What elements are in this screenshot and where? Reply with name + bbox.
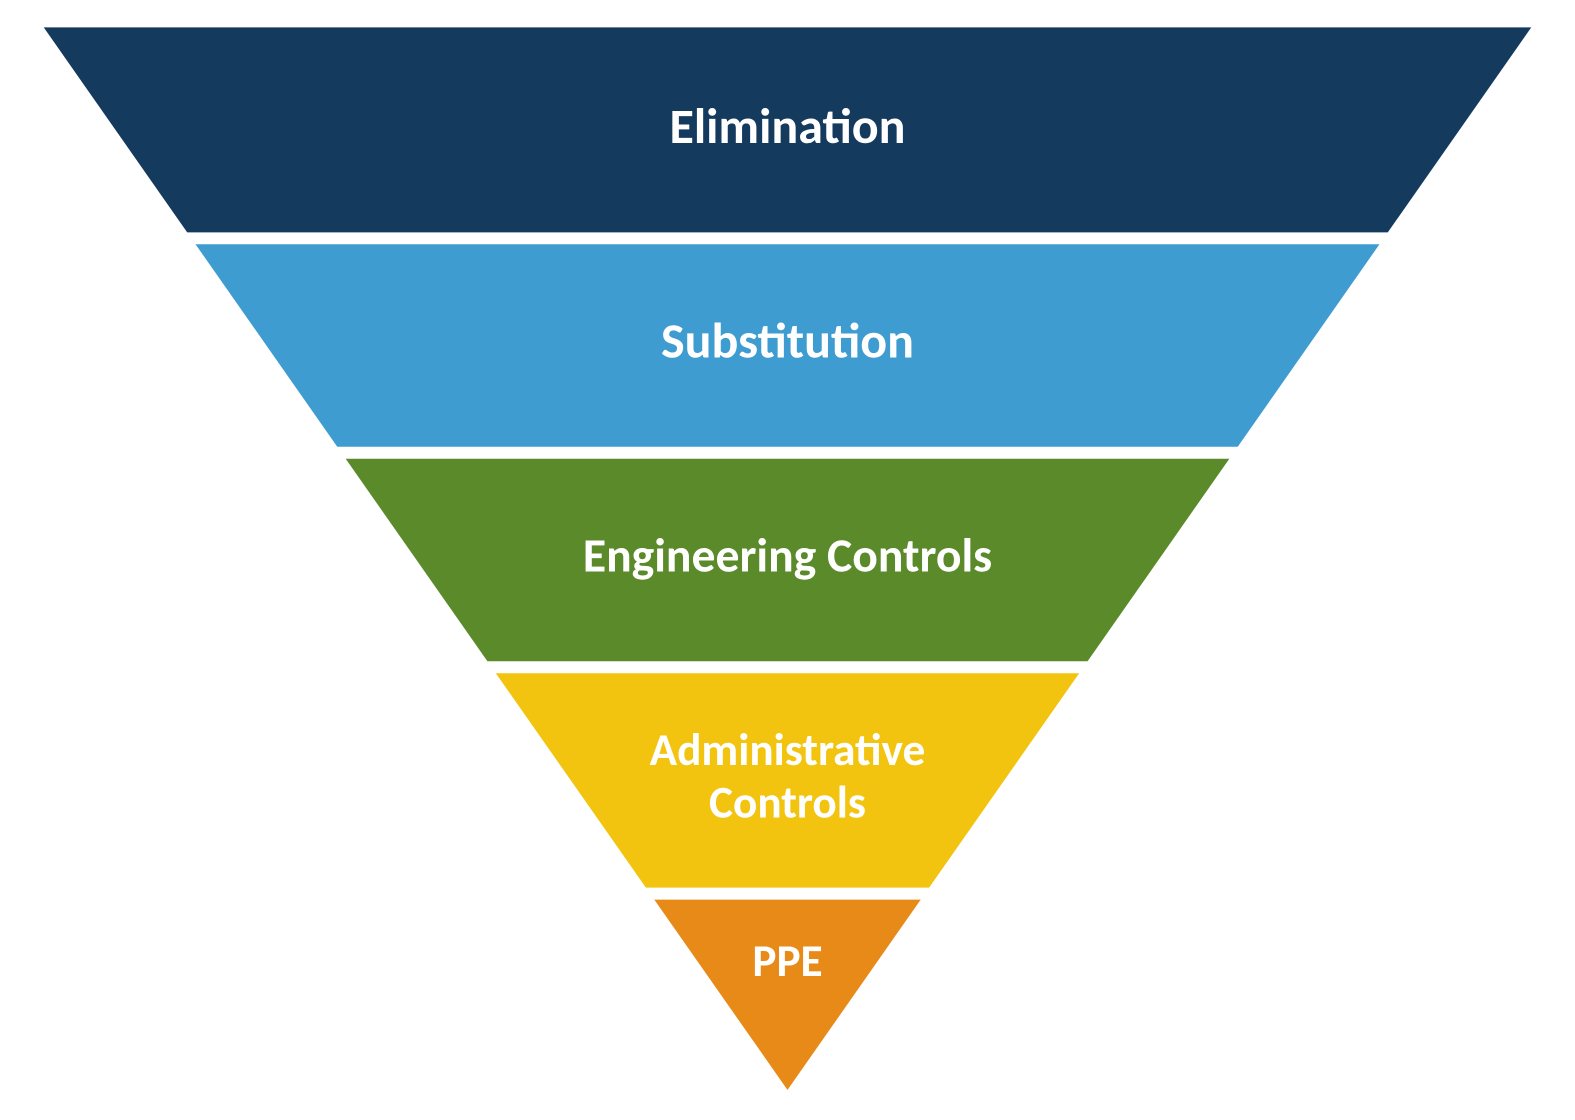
pyramid-label-engineering-controls: Engineering Controls bbox=[583, 527, 992, 585]
pyramid-level-ppe bbox=[646, 894, 930, 1097]
pyramid-label-ppe: PPE bbox=[752, 934, 822, 989]
hierarchy-of-controls-diagram: Elimination Substitution Engineering Contr… bbox=[0, 0, 1575, 1120]
pyramid-label-elimination: Elimination bbox=[669, 96, 905, 157]
pyramid-label-substitution: Substitution bbox=[661, 311, 914, 372]
inverted-pyramid-svg: Elimination Substitution Engineering Contr… bbox=[0, 0, 1575, 1120]
